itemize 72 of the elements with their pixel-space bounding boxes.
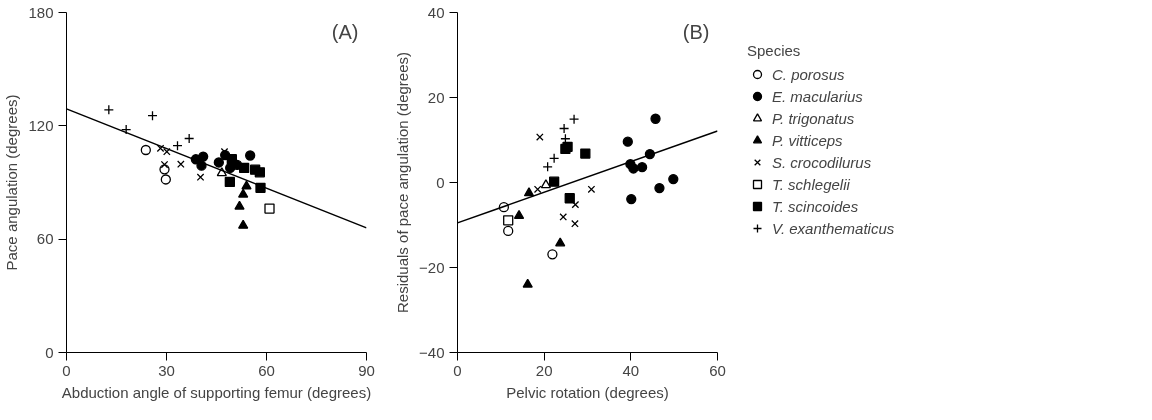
point [226, 154, 237, 165]
y-tick-label: 20 [427, 88, 445, 106]
point [555, 237, 566, 247]
point [571, 219, 579, 228]
point [622, 136, 633, 147]
point [503, 215, 514, 226]
point [160, 174, 171, 185]
point [636, 162, 648, 173]
point [503, 225, 514, 237]
y-axis-title: Residuals of pace angulation (degrees) [394, 52, 412, 313]
x-tick-label: 90 [358, 361, 375, 379]
point [198, 151, 209, 162]
y-tick-label: 40 [427, 3, 445, 21]
point [654, 182, 665, 194]
y-tick-label: −40 [419, 343, 445, 361]
y-axis-title: Pace angulation (degrees) [3, 94, 21, 271]
point [213, 157, 224, 168]
x-tick-label: 30 [158, 361, 175, 379]
point [559, 213, 568, 221]
point [547, 249, 558, 260]
y-tick-label: 0 [436, 173, 445, 191]
point [140, 144, 151, 156]
y-tick-label: 120 [28, 116, 54, 134]
point [523, 187, 535, 197]
chart-title: (B) [682, 20, 710, 43]
y-tick-label: 60 [36, 230, 54, 248]
point [668, 173, 679, 185]
point [558, 123, 570, 134]
point [241, 180, 252, 190]
legend-label: V. exanthematicus [772, 219, 895, 237]
legend-label: E. macularius [772, 87, 863, 105]
point [513, 209, 525, 219]
point [548, 176, 560, 187]
point [239, 162, 250, 174]
legend-label: T. schlegelii [772, 175, 850, 193]
point [245, 150, 256, 161]
point [580, 148, 591, 159]
point [628, 163, 639, 174]
y-tick-label: 180 [28, 3, 54, 21]
point [626, 193, 637, 205]
point [238, 219, 249, 229]
point [536, 133, 544, 141]
legend-label: P. vitticeps [772, 131, 843, 149]
x-tick-label: 20 [535, 361, 553, 379]
x-tick-label: 40 [622, 361, 640, 379]
x-tick-label: 0 [453, 361, 462, 379]
point [238, 188, 249, 198]
point [568, 114, 580, 125]
legend-label: P. trigonatus [772, 109, 855, 127]
legend-label: C. porosus [772, 65, 845, 83]
legend-label: T. scincoides [772, 197, 859, 215]
point [254, 167, 265, 178]
point [540, 179, 552, 189]
x-tick-label: 60 [709, 361, 726, 379]
point [224, 176, 235, 188]
point [587, 185, 596, 194]
x-axis-title: Abduction angle of supporting femur (degrees) [61, 383, 372, 401]
x-tick-label: 60 [258, 361, 275, 379]
legend-title: Species [747, 42, 802, 59]
y-tick-label: 0 [45, 343, 54, 361]
point [234, 200, 245, 210]
point [650, 113, 661, 124]
point [196, 173, 205, 182]
point [564, 193, 575, 204]
point [522, 278, 533, 288]
x-tick-label: 0 [62, 361, 71, 379]
y-tick-label: −20 [419, 258, 445, 276]
point [264, 203, 275, 214]
legend-label: S. crocodilurus [772, 153, 872, 171]
point [548, 153, 560, 164]
x-axis-title: Pelvic rotation (degrees) [506, 383, 669, 401]
chart-title: (A) [331, 20, 359, 43]
